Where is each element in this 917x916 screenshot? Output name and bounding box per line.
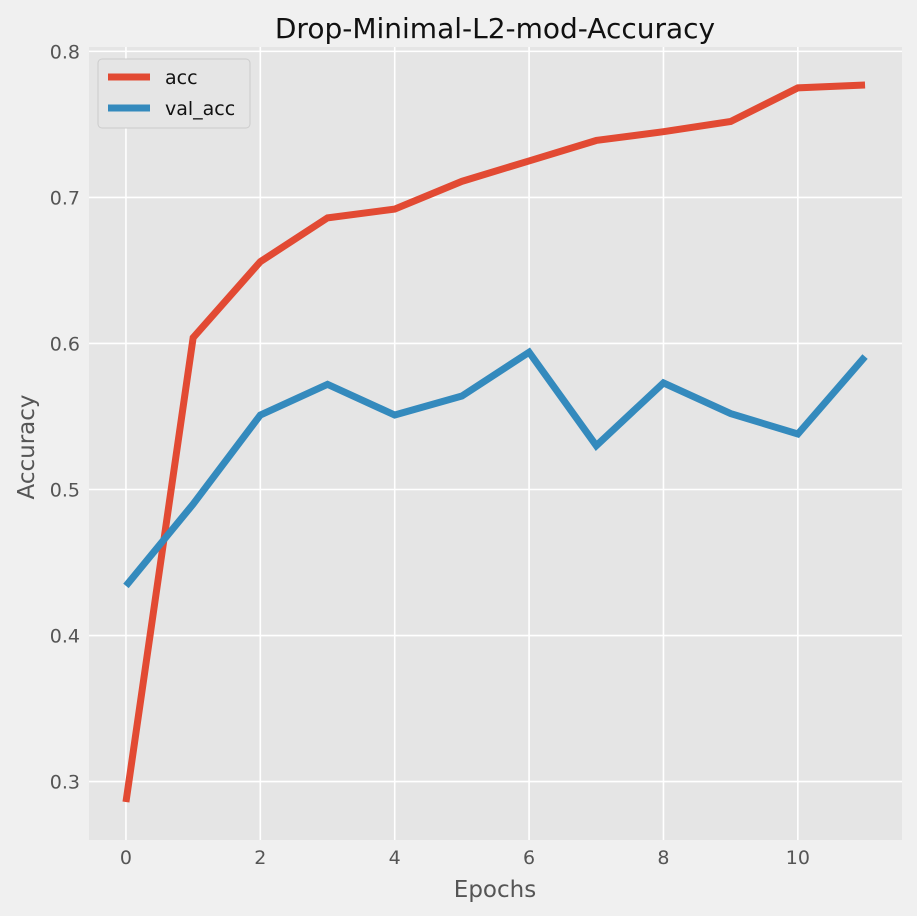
x-tick-label: 4 xyxy=(389,847,401,869)
legend-label-val_acc: val_acc xyxy=(165,98,235,120)
legend-label-acc: acc xyxy=(165,67,198,89)
series-layer xyxy=(122,81,868,803)
series-line-acc xyxy=(122,81,866,803)
x-tick-label: 8 xyxy=(657,847,669,869)
y-tick-label: 0.3 xyxy=(50,772,80,794)
plot-area xyxy=(89,47,902,840)
y-tick-label: 0.7 xyxy=(50,187,80,209)
y-tick-label: 0.6 xyxy=(50,333,80,355)
tick-labels: 0 2 4 6 8 10 0.3 0.4 0.5 0.6 0.7 0.8 xyxy=(50,41,810,869)
y-tick-label: 0.4 xyxy=(50,626,80,648)
grid-lines xyxy=(89,47,902,840)
y-tick-label: 0.5 xyxy=(50,480,80,502)
x-tick-label: 6 xyxy=(523,847,535,869)
series-line-val_acc xyxy=(123,347,868,589)
y-tick-label: 0.8 xyxy=(50,41,80,63)
x-tick-label: 0 xyxy=(120,847,132,869)
x-tick-label: 10 xyxy=(786,847,810,869)
chart-title: Drop-Minimal-L2-mod-Accuracy xyxy=(275,12,715,45)
y-axis-label: Accuracy xyxy=(14,394,40,499)
x-axis-label: Epochs xyxy=(454,877,536,903)
x-tick-label: 2 xyxy=(254,847,266,869)
legend: acc val_acc xyxy=(97,58,251,129)
